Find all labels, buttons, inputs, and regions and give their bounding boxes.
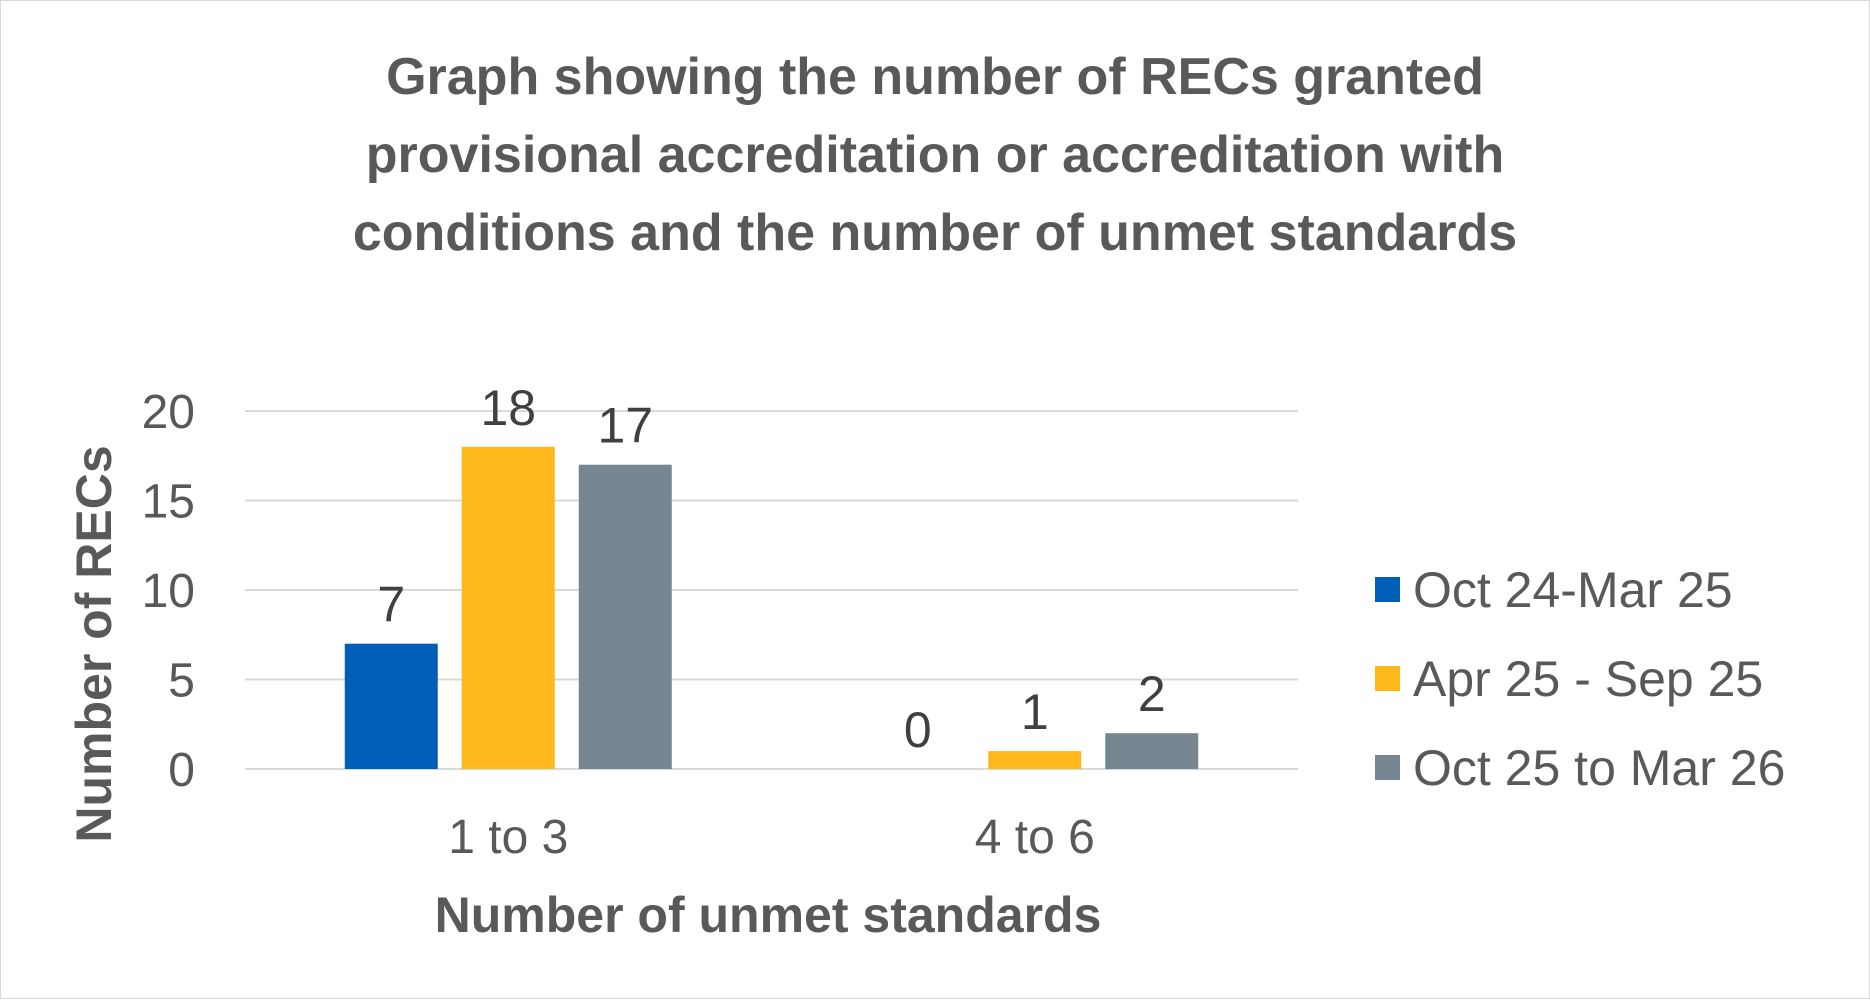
data-label: 7 <box>377 577 405 633</box>
chart-title-line-2: provisional accreditation or accreditati… <box>366 126 1504 184</box>
legend-swatch <box>1375 577 1400 602</box>
legend-swatch <box>1375 666 1400 691</box>
x-category-label: 4 to 6 <box>975 811 1095 864</box>
bar <box>988 751 1082 769</box>
legend-label: Apr 25 - Sep 25 <box>1413 651 1763 707</box>
bars <box>344 446 1199 769</box>
data-labels: 7 18 17 0 1 2 <box>377 380 1165 758</box>
legend-label: Oct 25 to Mar 26 <box>1413 740 1785 796</box>
data-label: 0 <box>904 702 932 758</box>
chart-title-line-1: Graph showing the number of RECs granted <box>386 48 1484 106</box>
x-axis-title: Number of unmet standards <box>435 887 1102 943</box>
legend-label: Oct 24-Mar 25 <box>1413 562 1733 618</box>
data-label: 1 <box>1021 684 1049 740</box>
legend: Oct 24-Mar 25 Apr 25 - Sep 25 Oct 25 to Ma… <box>1375 562 1785 796</box>
data-label: 17 <box>597 398 653 454</box>
bar <box>344 643 438 769</box>
data-label: 2 <box>1138 666 1166 722</box>
y-tick-label: 0 <box>168 744 195 797</box>
bar <box>461 446 555 769</box>
data-label: 18 <box>480 380 536 436</box>
bar <box>1105 733 1199 769</box>
x-category-label: 1 to 3 <box>448 811 568 864</box>
bar <box>578 464 672 769</box>
y-tick-label: 20 <box>142 386 195 439</box>
y-axis-title: Number of RECs <box>66 445 122 842</box>
y-axis-ticks: 0 5 10 15 20 <box>142 386 195 797</box>
y-tick-label: 15 <box>142 476 195 529</box>
chart-title: Graph showing the number of RECs granted… <box>353 48 1517 262</box>
y-tick-label: 5 <box>168 655 195 708</box>
chart-title-line-3: conditions and the number of unmet stand… <box>353 204 1517 262</box>
y-tick-label: 10 <box>142 565 195 618</box>
x-axis-categories: 1 to 3 4 to 6 <box>448 811 1095 864</box>
legend-swatch <box>1375 755 1400 780</box>
